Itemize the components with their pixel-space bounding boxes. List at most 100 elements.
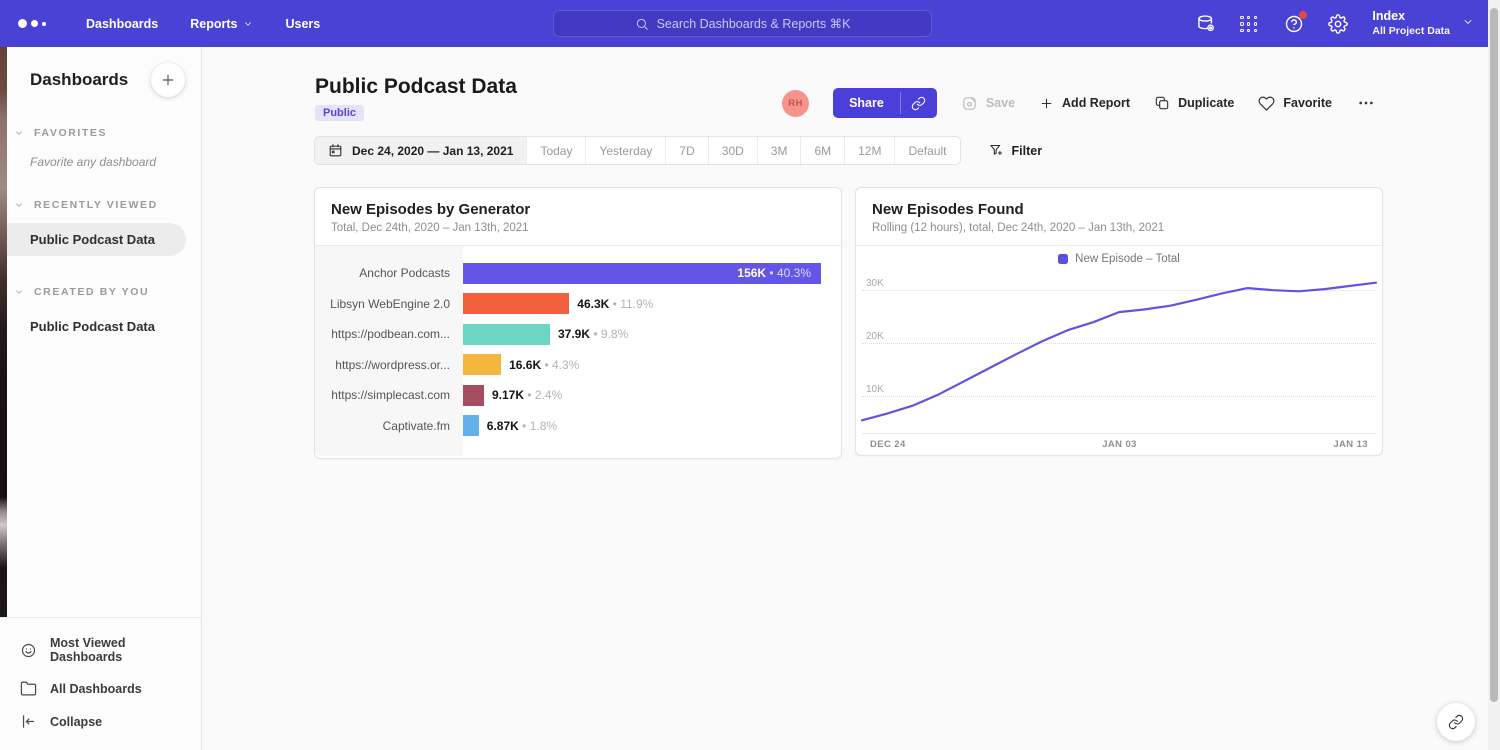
chevron-down-icon (14, 200, 24, 210)
project-name: Index (1372, 9, 1450, 25)
most-viewed-dashboards-label: Most Viewed Dashboards (50, 636, 201, 664)
favorites-empty-text: Favorite any dashboard (30, 155, 201, 169)
nav-users-label: Users (285, 17, 320, 31)
sidebar-title: Dashboards (30, 70, 128, 90)
favorite-button[interactable]: Favorite (1258, 95, 1332, 112)
date-preset-30d[interactable]: 30D (709, 137, 758, 164)
bar[interactable]: 156K • 40.3% (463, 263, 821, 284)
search-input[interactable]: Search Dashboards & Reports ⌘K (553, 10, 932, 37)
sidebar-item-public-podcast-data-created[interactable]: Public Podcast Data (0, 310, 201, 343)
new-dashboard-button[interactable] (151, 63, 185, 97)
bar-category-label: https://simplecast.com (315, 388, 463, 402)
sidebar-section-recently-viewed[interactable]: RECENTLY VIEWED (0, 199, 201, 211)
collapse-label: Collapse (50, 715, 102, 729)
search-icon (635, 17, 649, 31)
legend-label: New Episode – Total (1075, 253, 1180, 265)
duplicate-label: Duplicate (1178, 96, 1234, 110)
duplicate-button[interactable]: Duplicate (1154, 95, 1234, 111)
filter-label: Filter (1012, 144, 1043, 158)
apps-grid-icon[interactable] (1240, 14, 1260, 34)
save-button[interactable]: Save (961, 95, 1015, 112)
preset-label: Today (540, 144, 572, 158)
bar-row: https://simplecast.com 9.17K • 2.4% (315, 380, 841, 411)
date-preset-7d[interactable]: 7D (666, 137, 708, 164)
nav-users[interactable]: Users (285, 17, 320, 31)
add-report-button[interactable]: Add Report (1039, 96, 1130, 111)
date-preset-12m[interactable]: 12M (845, 137, 895, 164)
nav-reports[interactable]: Reports (190, 17, 253, 31)
filter-button[interactable]: Filter (989, 143, 1043, 158)
bar[interactable] (463, 385, 484, 406)
project-chevron-down-icon[interactable] (1462, 15, 1474, 33)
bar-value-label: 46.3K • 11.9% (577, 297, 653, 311)
funnel-plus-icon (989, 143, 1004, 158)
app-logo-icon[interactable] (18, 19, 58, 28)
collapse-sidebar-button[interactable]: Collapse (0, 705, 201, 738)
preset-label: 12M (858, 144, 881, 158)
scrollbar-thumb[interactable] (1490, 8, 1498, 702)
sidebar: Dashboards FAVORITES Favorite any dashbo… (0, 47, 202, 750)
preset-label: Yesterday (599, 144, 652, 158)
avatar[interactable]: RH (782, 90, 809, 117)
x-tick-dec24: DEC 24 (870, 439, 906, 450)
line-chart-svg[interactable] (862, 271, 1376, 431)
date-preset-today[interactable]: Today (527, 137, 586, 164)
public-badge: Public (315, 105, 364, 121)
bar-row: Anchor Podcasts156K • 40.3% (315, 258, 841, 289)
sidebar-item-label: Public Podcast Data (30, 319, 155, 334)
sidebar-item-public-podcast-data-recent[interactable]: Public Podcast Data (0, 223, 186, 256)
bar[interactable] (463, 415, 479, 436)
heart-icon (1258, 95, 1275, 112)
bar-chart-card: New Episodes by Generator Total, Dec 24t… (314, 187, 842, 459)
add-report-label: Add Report (1062, 96, 1130, 110)
help-icon[interactable] (1284, 14, 1304, 34)
share-link-button[interactable] (901, 88, 937, 118)
date-preset-yesterday[interactable]: Yesterday (586, 137, 666, 164)
chevron-down-icon (14, 287, 24, 297)
share-button[interactable]: Share (833, 88, 900, 118)
bar-chart-body: Anchor Podcasts156K • 40.3%Libsyn WebEng… (315, 246, 841, 456)
sidebar-section-created-by-you[interactable]: CREATED BY YOU (0, 286, 201, 298)
date-preset-3m[interactable]: 3M (758, 137, 802, 164)
line-chart-card: New Episodes Found Rolling (12 hours), t… (855, 187, 1383, 456)
preset-label: 30D (722, 144, 744, 158)
date-preset-6m[interactable]: 6M (801, 137, 845, 164)
save-icon (961, 95, 978, 112)
date-range-bar: Dec 24, 2020 — Jan 13, 2021 Today Yester… (314, 136, 1042, 165)
copy-link-floating-button[interactable] (1437, 703, 1475, 741)
share-split-button: Share (833, 88, 937, 118)
bar-track: 46.3K • 11.9% (463, 293, 841, 314)
data-sources-icon[interactable] (1196, 14, 1216, 34)
bar-category-label: https://wordpress.or... (315, 358, 463, 372)
bar-row: https://wordpress.or... 16.6K • 4.3% (315, 350, 841, 381)
bar-chart-subtitle: Total, Dec 24th, 2020 – Jan 13th, 2021 (331, 222, 825, 234)
main-content: Public Podcast Data Public RH Share Save… (202, 47, 1488, 750)
project-switcher[interactable]: Index All Project Data (1372, 9, 1450, 38)
all-dashboards-button[interactable]: All Dashboards (0, 672, 201, 705)
sidebar-item-label: Public Podcast Data (30, 232, 155, 247)
project-scope: All Project Data (1372, 25, 1450, 38)
more-options-button[interactable] (1356, 95, 1376, 111)
date-preset-default[interactable]: Default (895, 137, 959, 164)
bar-value-label: 156K • 40.3% (737, 266, 811, 280)
legend-swatch (1058, 254, 1068, 264)
bar-track: 16.6K • 4.3% (463, 354, 841, 375)
most-viewed-dashboards-button[interactable]: Most Viewed Dashboards (0, 628, 201, 672)
sidebar-section-favorites[interactable]: FAVORITES (0, 127, 201, 139)
bar-value-label: 9.17K • 2.4% (492, 388, 562, 402)
bar-chart-rows: Anchor Podcasts156K • 40.3%Libsyn WebEng… (315, 258, 841, 441)
bar-value-label: 6.87K • 1.8% (487, 419, 557, 433)
date-range-picker[interactable]: Dec 24, 2020 — Jan 13, 2021 (315, 137, 527, 164)
page-title: Public Podcast Data (315, 75, 517, 99)
bar-value-label: 16.6K • 4.3% (509, 358, 579, 372)
settings-gear-icon[interactable] (1328, 14, 1348, 34)
line-chart-title: New Episodes Found (872, 201, 1366, 218)
line-series (862, 283, 1376, 421)
nav-dashboards[interactable]: Dashboards (86, 17, 158, 31)
bar[interactable] (463, 293, 569, 314)
preset-label: 6M (814, 144, 831, 158)
bar[interactable] (463, 324, 550, 345)
bar-track: 6.87K • 1.8% (463, 415, 841, 436)
copy-icon (1154, 95, 1170, 111)
bar[interactable] (463, 354, 501, 375)
